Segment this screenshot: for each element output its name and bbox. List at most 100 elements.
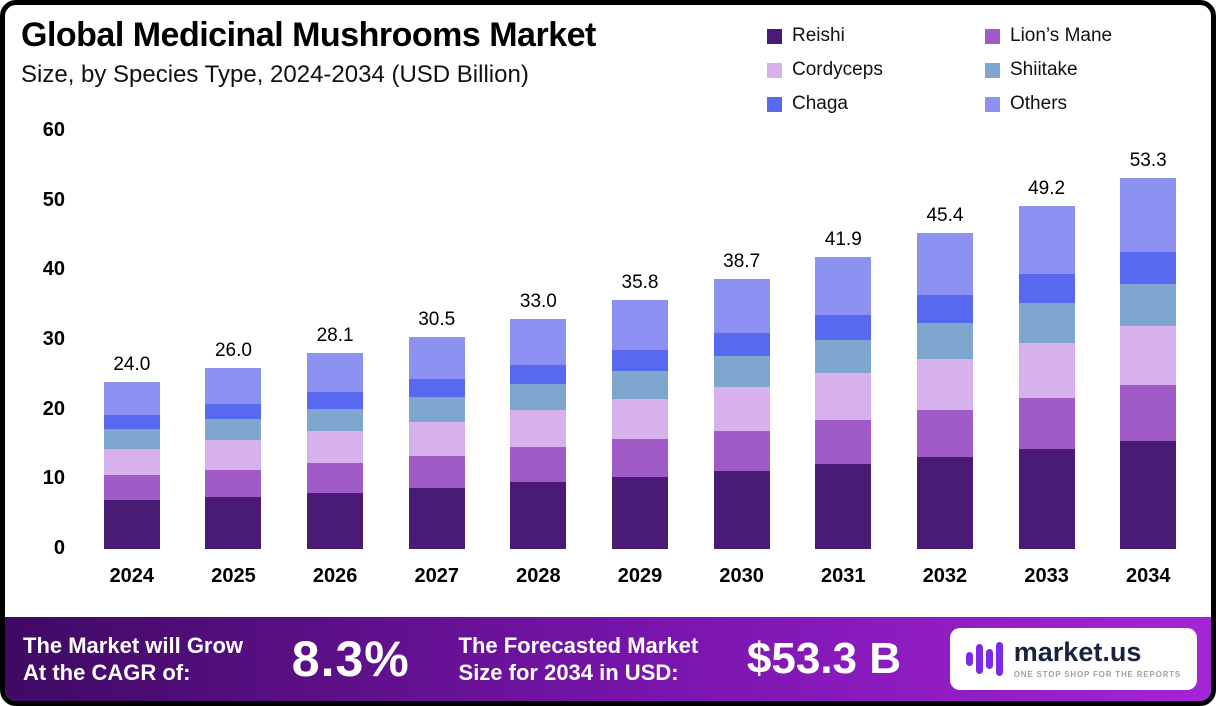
- bar-segment-others: [205, 367, 262, 405]
- bar-segment-shiitake: [713, 356, 770, 388]
- bar-segment-reishi: [1120, 441, 1177, 549]
- bar-column-2028: 33.0 2028: [488, 131, 590, 588]
- legend-label: Shiitake: [1010, 59, 1078, 80]
- bar-segment-lion-s-mane: [307, 463, 364, 493]
- forecast-label: The Forecasted Market Size for 2034 in U…: [459, 632, 699, 687]
- bar-segment-chaga: [307, 392, 364, 410]
- brand-name: market.us: [1013, 637, 1142, 667]
- bar-total-label: 35.8: [621, 271, 659, 293]
- bar-segment-shiitake: [205, 419, 262, 441]
- logo-bar: [985, 649, 993, 669]
- bar-segment-reishi: [1018, 449, 1075, 549]
- y-axis: 0 10 20 30 40 50 60: [19, 119, 81, 559]
- logo-bar: [995, 642, 1003, 676]
- x-axis-label: 2034: [1125, 565, 1171, 587]
- bar-area: 35.8: [612, 131, 669, 549]
- bar-segment-cordyceps: [1120, 326, 1177, 386]
- bar-area: 26.0: [205, 131, 262, 549]
- x-axis-label: 2026: [312, 565, 358, 587]
- legend-label: Chaga: [792, 93, 848, 114]
- bar-segment-others: [510, 319, 567, 366]
- legend-label: Reishi: [792, 25, 845, 46]
- bar-segment-shiitake: [1120, 283, 1177, 327]
- bar-total-label: 30.5: [418, 308, 456, 330]
- bar-segment-reishi: [103, 500, 160, 549]
- legend-swatch: [985, 96, 1000, 112]
- bar-column-2034: 53.3 2034: [1097, 131, 1199, 588]
- bar-total-label: 26.0: [214, 339, 252, 361]
- bar-area: 30.5: [408, 131, 465, 549]
- bar-segment-chaga: [103, 415, 160, 430]
- plot-area: 24.0 2024 26.0 2025 28.1 2026 30.5 2027 33.0 2028…: [81, 131, 1199, 588]
- bar-area: 38.7: [713, 131, 770, 549]
- legend-swatch: [985, 62, 1000, 78]
- x-axis-label: 2031: [821, 565, 866, 587]
- bar-segment-cordyceps: [103, 448, 160, 476]
- bar-segment-shiitake: [103, 429, 160, 449]
- stacked-bar: [916, 232, 973, 549]
- legend: Reishi Lion’s Mane Cordyceps Shiitake Chaga O…: [767, 25, 1185, 115]
- bar-total-label: 38.7: [723, 251, 761, 273]
- bar-total-label: 45.4: [926, 204, 964, 226]
- bar-segment-cordyceps: [916, 358, 973, 410]
- bar-area: 53.3: [1120, 131, 1177, 549]
- bar-segment-shiitake: [307, 409, 364, 432]
- legend-item-lion-s-mane: Lion’s Mane: [985, 25, 1185, 47]
- forecast-value: $53.3 B: [746, 634, 902, 683]
- y-axis-tick: 20: [42, 397, 65, 420]
- bar-segment-chaga: [612, 349, 669, 371]
- bar-segment-shiitake: [1018, 303, 1075, 343]
- legend-item-shiitake: Shiitake: [985, 59, 1185, 81]
- brand-logo: market.us ONE STOP SHOP FOR THE REPORTS: [949, 628, 1197, 690]
- bar-segment-chaga: [713, 333, 770, 357]
- bar-segment-lion-s-mane: [205, 469, 262, 497]
- bar-segment-cordyceps: [612, 399, 669, 439]
- bar-column-2029: 35.8 2029: [589, 131, 691, 588]
- bar-column-2026: 28.1 2026: [284, 131, 386, 588]
- bar-segment-cordyceps: [713, 387, 770, 431]
- brand-text: market.us ONE STOP SHOP FOR THE REPORTS: [1013, 637, 1181, 680]
- y-axis-tick: 40: [42, 258, 65, 281]
- bar-segment-chaga: [408, 379, 465, 398]
- brand-tagline: ONE STOP SHOP FOR THE REPORTS: [1013, 670, 1181, 679]
- legend-label: Others: [1010, 93, 1068, 114]
- x-axis-label: 2032: [922, 565, 968, 587]
- bar-segment-reishi: [510, 482, 567, 549]
- y-axis-tick: 0: [53, 537, 65, 559]
- legend-swatch: [767, 62, 782, 78]
- bar-column-2027: 30.5 2027: [386, 131, 488, 588]
- bar-total-label: 24.0: [113, 353, 151, 375]
- stacked-bar: [713, 279, 770, 549]
- bar-segment-shiitake: [815, 340, 872, 374]
- market-us-logo-icon: [965, 642, 1003, 676]
- bar-segment-reishi: [815, 464, 872, 549]
- bar-segment-others: [1018, 206, 1075, 274]
- y-axis-tick: 10: [42, 467, 65, 490]
- legend-swatch: [767, 96, 782, 112]
- legend-swatch: [767, 28, 782, 44]
- bar-segment-others: [103, 381, 160, 416]
- page-subtitle: Size, by Species Type, 2024-2034 (USD Bi…: [21, 61, 529, 89]
- bar-segment-lion-s-mane: [103, 475, 160, 501]
- bar-segment-cordyceps: [1018, 342, 1075, 398]
- stacked-bar: [1120, 177, 1177, 549]
- bar-segment-others: [408, 336, 465, 380]
- bar-segment-lion-s-mane: [713, 430, 770, 471]
- bar-area: 41.9: [815, 131, 872, 549]
- bar-area: 28.1: [307, 131, 364, 549]
- logo-bar: [975, 644, 983, 674]
- legend-item-others: Others: [985, 93, 1185, 115]
- bar-segment-lion-s-mane: [612, 438, 669, 477]
- bar-segment-reishi: [612, 476, 669, 549]
- stacked-bar: [307, 353, 364, 549]
- bar-segment-chaga: [1018, 273, 1075, 304]
- bar-segment-chaga: [815, 314, 872, 341]
- legend-label: Cordyceps: [792, 59, 883, 80]
- stacked-bar: [612, 299, 669, 549]
- x-axis-label: 2025: [211, 565, 256, 587]
- bar-area: 24.0: [103, 131, 160, 549]
- bar-segment-cordyceps: [307, 431, 364, 464]
- bar-column-2033: 49.2 2033: [996, 131, 1098, 588]
- forecast-label-line2: Size for 2034 in USD:: [458, 660, 679, 685]
- cagr-label-line2: At the CAGR of:: [23, 660, 191, 685]
